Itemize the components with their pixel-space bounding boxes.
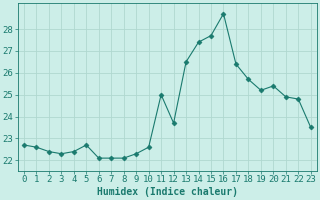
X-axis label: Humidex (Indice chaleur): Humidex (Indice chaleur) <box>97 187 238 197</box>
